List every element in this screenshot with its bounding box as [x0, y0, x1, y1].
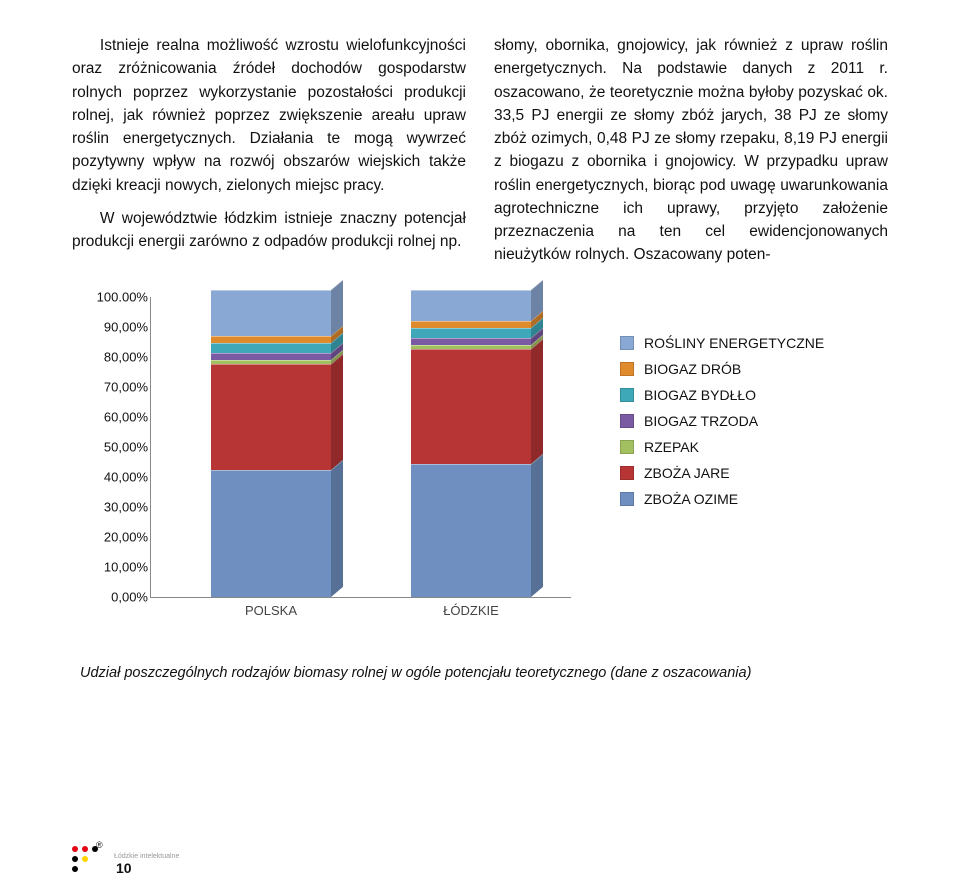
bar-3d-side: [331, 279, 343, 596]
y-tick-label: 100.00%: [80, 289, 148, 304]
legend-label: BIOGAZ BYDŁŁO: [644, 387, 756, 403]
legend-item: BIOGAZ TRZODA: [620, 413, 824, 429]
x-category-label: ŁÓDZKIE: [411, 603, 531, 618]
stacked-bar-chart: 0,00% 10,00% 20,00% 30,00% 40,00% 50,00% 60,00…: [80, 297, 880, 627]
bar-segment: [211, 343, 331, 353]
legend-swatch: [620, 492, 634, 506]
legend-label: ZBOŻA JARE: [644, 465, 730, 481]
y-tick-label: 90,00%: [80, 319, 148, 334]
page: Istnieje realna możliwość wzrostu wielof…: [0, 0, 960, 683]
legend-label: BIOGAZ DRÓB: [644, 361, 741, 377]
legend-swatch: [620, 362, 634, 376]
bar-segment: [411, 290, 531, 321]
legend-item: ZBOŻA OZIME: [620, 491, 824, 507]
legend: ROŚLINY ENERGETYCZNE BIOGAZ DRÓB BIOGAZ BY…: [620, 325, 824, 517]
right-column: słomy, obornika, gnojowicy, jak również …: [494, 34, 888, 267]
legend-label: ROŚLINY ENERGETYCZNE: [644, 335, 824, 351]
legend-label: RZEPAK: [644, 439, 699, 455]
chart-container: 0,00% 10,00% 20,00% 30,00% 40,00% 50,00% 60,00…: [80, 297, 888, 683]
page-number: 10: [116, 860, 179, 876]
bar-segment: [211, 470, 331, 597]
legend-swatch: [620, 336, 634, 350]
paragraph: W województwie łódzkim istnieje znaczny …: [72, 207, 466, 254]
bar-segment: [211, 336, 331, 343]
y-tick-label: 30,00%: [80, 499, 148, 514]
legend-label: ZBOŻA OZIME: [644, 491, 738, 507]
x-category-label: POLSKA: [211, 603, 331, 618]
y-tick-label: 80,00%: [80, 349, 148, 364]
bar-segment: [411, 464, 531, 597]
y-tick-label: 60,00%: [80, 409, 148, 424]
plot-area: POLSKAŁÓDZKIE: [150, 297, 571, 598]
legend-label: BIOGAZ TRZODA: [644, 413, 758, 429]
bar-segment: [411, 321, 531, 328]
legend-item: BIOGAZ DRÓB: [620, 361, 824, 377]
legend-swatch: [620, 466, 634, 480]
legend-swatch: [620, 440, 634, 454]
bar: [411, 290, 531, 597]
bar-segment: [211, 290, 331, 336]
bar-segment: [411, 328, 531, 338]
legend-item: RZEPAK: [620, 439, 824, 455]
y-tick-label: 40,00%: [80, 469, 148, 484]
y-tick-label: 70,00%: [80, 379, 148, 394]
legend-item: ZBOŻA JARE: [620, 465, 824, 481]
page-footer: ® Łódzkie intelektualne 10: [70, 842, 179, 876]
legend-swatch: [620, 388, 634, 402]
bar-segment: [211, 353, 331, 360]
paragraph: Istnieje realna możliwość wzrostu wielof…: [72, 34, 466, 197]
y-tick-label: 10,00%: [80, 559, 148, 574]
logo-caption: Łódzkie intelektualne 10: [114, 853, 179, 876]
bar-segment: [411, 338, 531, 345]
chart-caption: Udział poszczególnych rodzajów biomasy r…: [80, 663, 888, 683]
y-tick-label: 50,00%: [80, 439, 148, 454]
logo-label: Łódzkie intelektualne: [114, 853, 179, 860]
bar-segment: [211, 364, 331, 470]
bar-segment: [411, 349, 531, 464]
logo: ®: [70, 842, 104, 876]
y-axis: 0,00% 10,00% 20,00% 30,00% 40,00% 50,00% 60,00…: [80, 297, 150, 627]
text-columns: Istnieje realna możliwość wzrostu wielof…: [72, 34, 888, 267]
legend-swatch: [620, 414, 634, 428]
legend-item: BIOGAZ BYDŁŁO: [620, 387, 824, 403]
y-tick-label: 20,00%: [80, 529, 148, 544]
left-column: Istnieje realna możliwość wzrostu wielof…: [72, 34, 466, 267]
bar-3d-side: [531, 279, 543, 596]
legend-item: ROŚLINY ENERGETYCZNE: [620, 335, 824, 351]
y-tick-label: 0,00%: [80, 589, 148, 604]
bar: [211, 290, 331, 597]
paragraph: słomy, obornika, gnojowicy, jak również …: [494, 34, 888, 267]
